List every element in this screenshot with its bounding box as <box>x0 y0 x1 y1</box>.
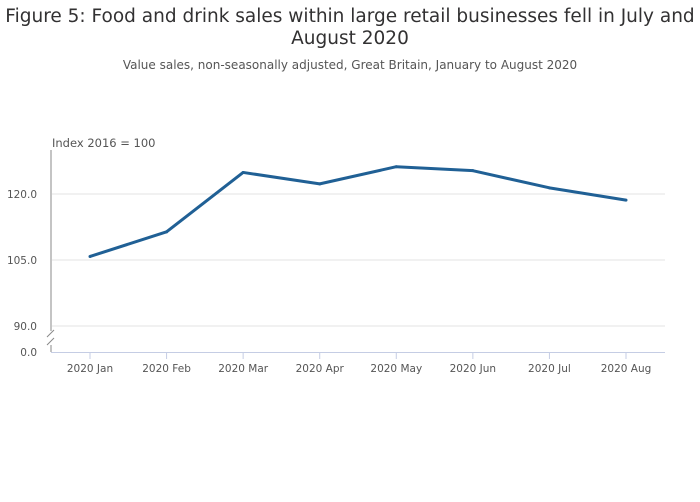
data-point[interactable] <box>88 254 92 258</box>
axis-break-icon <box>46 329 56 346</box>
series-line <box>89 165 627 258</box>
data-point[interactable] <box>394 165 398 169</box>
x-tick-label: 2020 Jun <box>450 363 496 375</box>
x-tick-label: 2020 Feb <box>142 363 191 375</box>
y-break-label: 0.0 <box>20 347 37 359</box>
data-point[interactable] <box>241 170 245 174</box>
x-tick-label: 2020 Jan <box>67 363 113 375</box>
x-tick-label: 2020 Mar <box>218 363 269 375</box>
y-tick-label: 90.0 <box>14 321 37 333</box>
y-tick-label: 120.0 <box>7 189 37 201</box>
data-point[interactable] <box>624 198 628 202</box>
x-tick-label: 2020 Jul <box>528 363 571 375</box>
data-point[interactable] <box>471 169 475 173</box>
x-tick-label: 2020 May <box>370 363 422 375</box>
x-tick-label: 2020 Aug <box>601 363 652 375</box>
chart-subtitle: Value sales, non-seasonally adjusted, Gr… <box>122 58 578 72</box>
data-point[interactable] <box>165 230 169 234</box>
data-point[interactable] <box>547 186 551 190</box>
data-point[interactable] <box>318 182 322 186</box>
chart-title: Figure 5: Food and drink sales within la… <box>5 6 695 49</box>
y-axis-label: Index 2016 = 100 <box>52 136 155 150</box>
y-tick-label: 105.0 <box>7 255 37 267</box>
x-tick-label: 2020 Apr <box>296 363 345 375</box>
